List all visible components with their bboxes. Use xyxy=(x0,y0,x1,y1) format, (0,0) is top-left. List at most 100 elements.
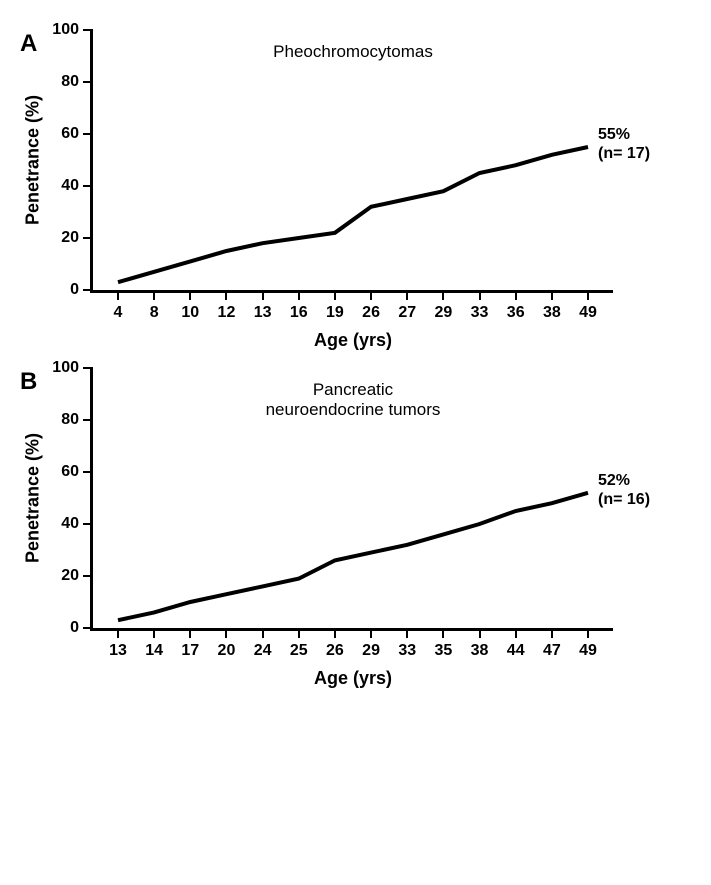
x-tick-label: 4 xyxy=(114,304,123,322)
y-tick xyxy=(83,185,93,187)
x-tick-label: 8 xyxy=(150,304,159,322)
y-axis-label-b: Penetrance (%) xyxy=(23,433,44,563)
y-tick-label: 20 xyxy=(39,567,79,585)
line-svg xyxy=(93,30,613,290)
x-tick xyxy=(515,628,517,638)
y-tick-label: 100 xyxy=(39,359,79,377)
x-tick-label: 36 xyxy=(507,304,525,322)
figure-container: A Pheochromocytomas Penetrance (%) Age (… xyxy=(20,30,691,631)
x-tick-label: 38 xyxy=(471,642,489,660)
x-tick-label: 49 xyxy=(579,304,597,322)
x-tick xyxy=(334,628,336,638)
x-tick-label: 35 xyxy=(434,642,452,660)
x-tick xyxy=(551,628,553,638)
y-tick xyxy=(83,419,93,421)
x-tick xyxy=(117,628,119,638)
y-tick xyxy=(83,133,93,135)
plot-area-b: Pancreatic neuroendocrine tumors Penetra… xyxy=(90,368,613,631)
x-tick-label: 27 xyxy=(398,304,416,322)
end-label-n: (n= 17) xyxy=(598,144,650,163)
x-tick xyxy=(153,628,155,638)
end-label-percent: 55% xyxy=(598,125,650,144)
y-tick xyxy=(83,471,93,473)
x-tick-label: 38 xyxy=(543,304,561,322)
y-tick-label: 40 xyxy=(39,515,79,533)
x-tick xyxy=(479,628,481,638)
y-tick-label: 100 xyxy=(39,21,79,39)
x-tick xyxy=(117,290,119,300)
y-tick xyxy=(83,523,93,525)
x-tick-label: 44 xyxy=(507,642,525,660)
y-tick xyxy=(83,237,93,239)
x-tick-label: 17 xyxy=(181,642,199,660)
end-label: 52%(n= 16) xyxy=(598,471,650,509)
x-tick xyxy=(189,628,191,638)
x-tick-label: 19 xyxy=(326,304,344,322)
panel-b: B Pancreatic neuroendocrine tumors Penet… xyxy=(20,368,691,631)
x-tick xyxy=(515,290,517,300)
x-tick xyxy=(442,290,444,300)
x-tick xyxy=(587,628,589,638)
x-tick xyxy=(153,290,155,300)
y-tick-label: 80 xyxy=(39,73,79,91)
x-tick xyxy=(479,290,481,300)
y-tick-label: 40 xyxy=(39,177,79,195)
y-tick xyxy=(83,289,93,291)
x-tick-label: 26 xyxy=(326,642,344,660)
y-tick-label: 0 xyxy=(39,281,79,299)
x-axis-label-b: Age (yrs) xyxy=(314,668,392,689)
x-tick xyxy=(262,290,264,300)
x-tick-label: 20 xyxy=(218,642,236,660)
x-tick xyxy=(442,628,444,638)
x-tick-label: 25 xyxy=(290,642,308,660)
x-tick-label: 26 xyxy=(362,304,380,322)
x-tick-label: 10 xyxy=(181,304,199,322)
x-tick-label: 49 xyxy=(579,642,597,660)
y-tick-label: 20 xyxy=(39,229,79,247)
data-line xyxy=(118,493,588,620)
x-tick-label: 47 xyxy=(543,642,561,660)
x-tick xyxy=(370,290,372,300)
y-tick xyxy=(83,575,93,577)
x-tick xyxy=(551,290,553,300)
y-axis-label-a: Penetrance (%) xyxy=(23,95,44,225)
chart-wrap-b: Pancreatic neuroendocrine tumors Penetra… xyxy=(90,368,691,631)
x-tick-label: 33 xyxy=(398,642,416,660)
x-tick xyxy=(406,628,408,638)
end-label-percent: 52% xyxy=(598,471,650,490)
x-tick xyxy=(225,628,227,638)
x-tick-label: 14 xyxy=(145,642,163,660)
panel-label-b: B xyxy=(20,368,37,396)
x-tick xyxy=(298,628,300,638)
x-tick xyxy=(298,290,300,300)
x-tick-label: 13 xyxy=(109,642,127,660)
x-tick-label: 24 xyxy=(254,642,272,660)
y-tick xyxy=(83,81,93,83)
x-tick-label: 29 xyxy=(362,642,380,660)
x-tick xyxy=(334,290,336,300)
end-label-n: (n= 16) xyxy=(598,490,650,509)
x-tick xyxy=(370,628,372,638)
y-tick-label: 80 xyxy=(39,411,79,429)
end-label: 55%(n= 17) xyxy=(598,125,650,163)
x-tick-label: 16 xyxy=(290,304,308,322)
y-tick-label: 0 xyxy=(39,619,79,637)
x-tick xyxy=(406,290,408,300)
panel-label-a: A xyxy=(20,30,37,58)
x-tick-label: 33 xyxy=(471,304,489,322)
x-tick xyxy=(262,628,264,638)
y-tick-label: 60 xyxy=(39,125,79,143)
plot-area-a: Pheochromocytomas Penetrance (%) Age (yr… xyxy=(90,30,613,293)
x-tick-label: 29 xyxy=(434,304,452,322)
y-tick-label: 60 xyxy=(39,463,79,481)
x-tick xyxy=(225,290,227,300)
line-svg xyxy=(93,368,613,628)
y-tick xyxy=(83,29,93,31)
x-tick xyxy=(587,290,589,300)
y-tick xyxy=(83,367,93,369)
chart-wrap-a: Pheochromocytomas Penetrance (%) Age (yr… xyxy=(90,30,691,293)
x-axis-label-a: Age (yrs) xyxy=(314,330,392,351)
panel-a: A Pheochromocytomas Penetrance (%) Age (… xyxy=(20,30,691,293)
x-tick-label: 12 xyxy=(218,304,236,322)
x-tick xyxy=(189,290,191,300)
